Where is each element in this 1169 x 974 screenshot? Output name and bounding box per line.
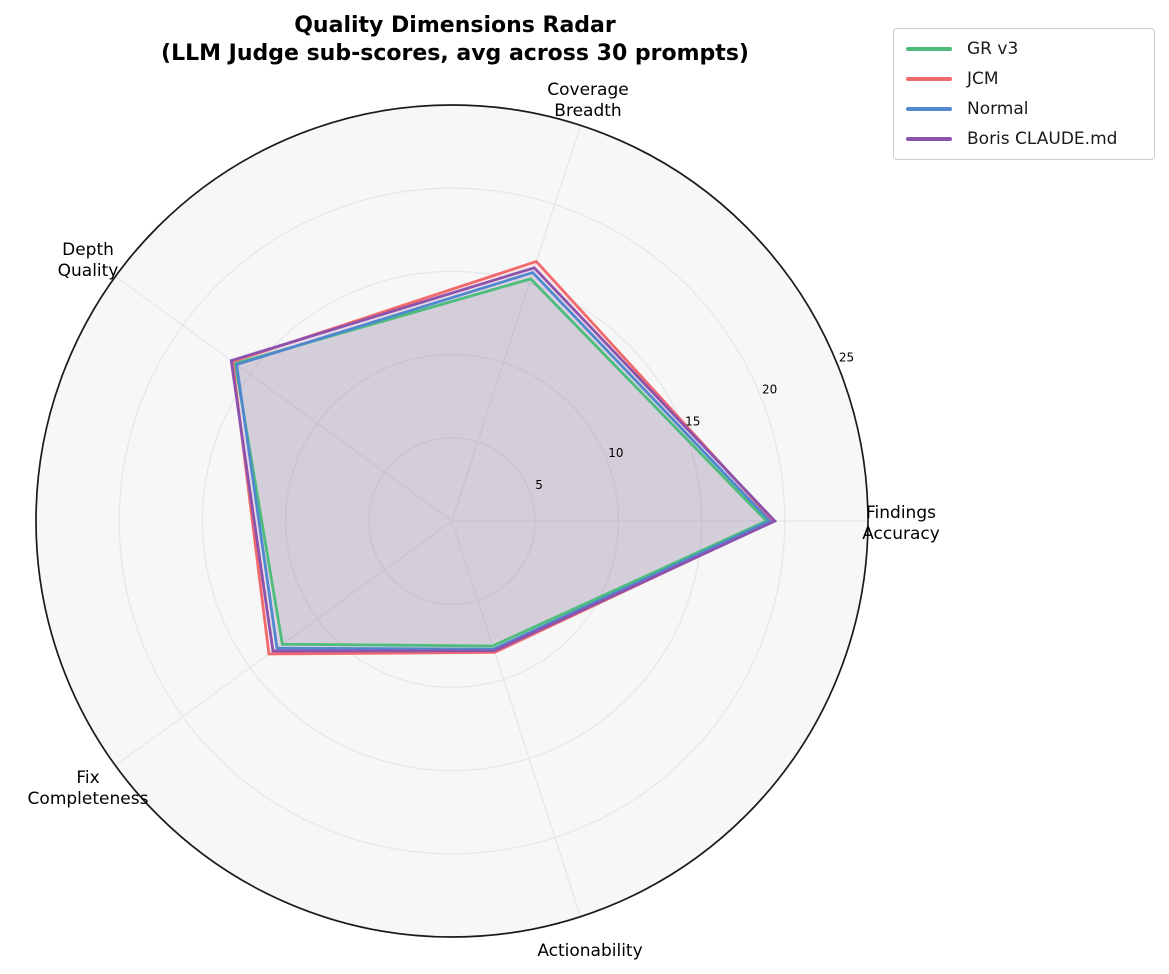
series-fill	[236, 272, 770, 650]
axis-label: Coverage Breadth	[547, 80, 628, 121]
radial-tick-label: 25	[839, 351, 854, 365]
chart-title-line2: (LLM Judge sub-scores, avg across 30 pro…	[161, 41, 749, 66]
series-polygon	[233, 277, 769, 648]
radial-tick-label: 20	[762, 382, 777, 396]
radial-tick-label: 5	[535, 478, 543, 492]
series-fill	[232, 261, 774, 655]
series-polygon	[229, 266, 778, 653]
legend-swatch	[906, 77, 952, 81]
series-polygon	[235, 270, 773, 651]
axis-label: Findings Accuracy	[862, 503, 940, 544]
axis-label: Depth Quality	[58, 240, 119, 281]
series-fill	[235, 278, 767, 647]
axis-spoke	[451, 125, 582, 522]
legend-item: Boris CLAUDE.md	[906, 124, 1144, 154]
series-fill	[231, 267, 775, 652]
radial-tick-label: 10	[608, 446, 623, 460]
legend-swatch	[906, 47, 952, 51]
legend-label: Normal	[967, 99, 1029, 119]
outer-ring	[35, 104, 869, 938]
legend-label: JCM	[967, 69, 999, 89]
axis-spoke	[115, 275, 453, 522]
chart-title-line1: Quality Dimensions Radar	[294, 13, 616, 38]
legend-label: GR v3	[967, 39, 1019, 59]
legend-swatch	[906, 137, 952, 141]
legend-label: Boris CLAUDE.md	[967, 129, 1118, 149]
legend-item: Normal	[906, 94, 1144, 124]
legend-item: GR v3	[906, 34, 1144, 64]
axis-label: Actionability	[537, 941, 642, 961]
radial-tick-label: 15	[685, 414, 700, 428]
legend-swatch	[906, 107, 952, 111]
axis-spoke	[451, 520, 582, 917]
legend-box: GR v3 JCM Normal Boris CLAUDE.md	[893, 28, 1155, 160]
chart-title: Quality Dimensions Radar (LLM Judge sub-…	[0, 12, 910, 68]
axis-label: Fix Completeness	[28, 768, 149, 809]
legend-item: JCM	[906, 64, 1144, 94]
